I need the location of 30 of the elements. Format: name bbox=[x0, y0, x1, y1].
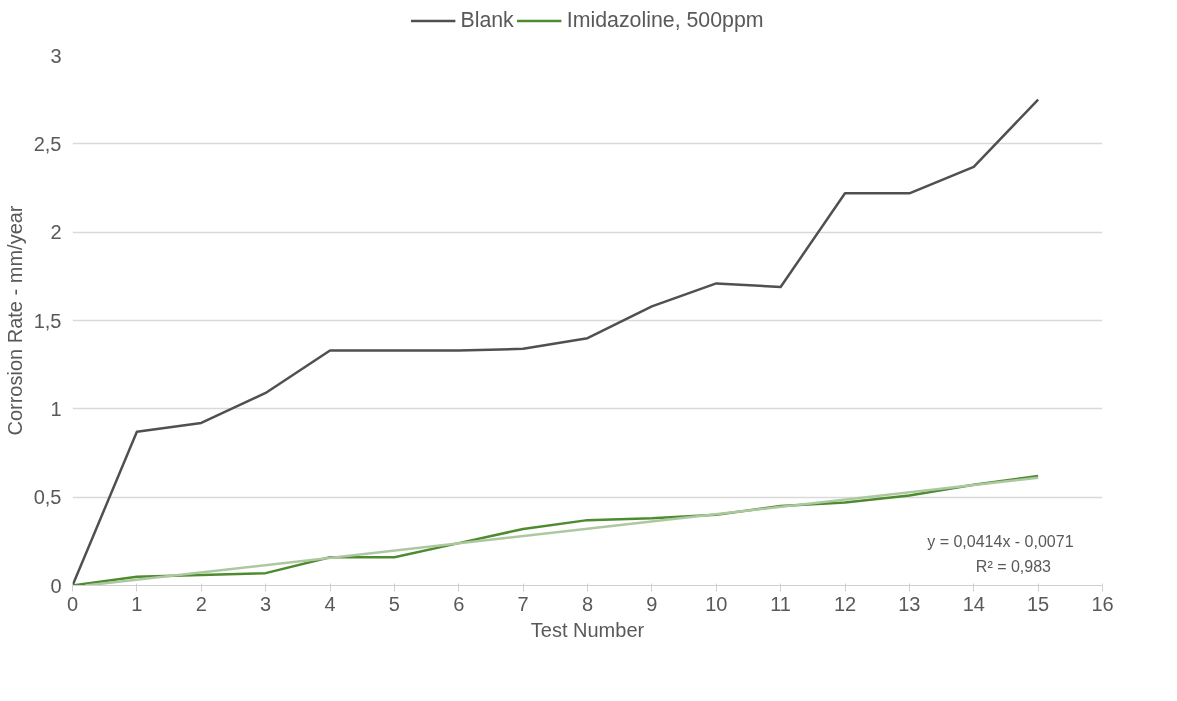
x-tick-label: 6 bbox=[453, 592, 465, 615]
x-tick-label: 12 bbox=[833, 592, 857, 615]
x-axis-title: Test Number bbox=[530, 618, 645, 641]
legend-label: Imidazoline, 500ppm bbox=[566, 7, 764, 33]
x-tick-label: 9 bbox=[646, 592, 658, 615]
x-tick-label: 14 bbox=[962, 592, 985, 615]
x-tick-label: 10 bbox=[705, 592, 728, 615]
legend-label: Blank bbox=[460, 7, 514, 33]
x-tick-label: 15 bbox=[1027, 592, 1050, 615]
y-tick-label: 1,5 bbox=[33, 309, 62, 332]
y-tick-label: 0,5 bbox=[33, 486, 62, 509]
x-tick-label: 4 bbox=[324, 592, 336, 615]
x-tick-label: 0 bbox=[66, 592, 79, 615]
y-tick-label: 3 bbox=[50, 44, 62, 67]
y-tick-label: 2 bbox=[50, 221, 62, 244]
x-tick-label: 13 bbox=[898, 592, 921, 615]
x-tick-label: 16 bbox=[1091, 592, 1114, 615]
annotation: R² = 0,983 bbox=[975, 557, 1052, 575]
y-tick-label: 1 bbox=[50, 397, 62, 420]
y-tick-label: 0 bbox=[50, 574, 62, 597]
x-tick-label: 2 bbox=[195, 592, 207, 615]
x-tick-label: 7 bbox=[517, 592, 529, 615]
x-tick-label: 5 bbox=[388, 592, 400, 615]
x-tick-label: 11 bbox=[770, 592, 792, 615]
annotation: y = 0,0414x - 0,0071 bbox=[927, 533, 1074, 551]
y-axis-title: Corrosion Rate - mm/year bbox=[3, 205, 26, 436]
x-tick-label: 8 bbox=[581, 592, 594, 615]
x-tick-label: 1 bbox=[131, 592, 143, 615]
x-tick-label: 3 bbox=[260, 592, 272, 615]
y-tick-label: 2,5 bbox=[33, 132, 62, 155]
